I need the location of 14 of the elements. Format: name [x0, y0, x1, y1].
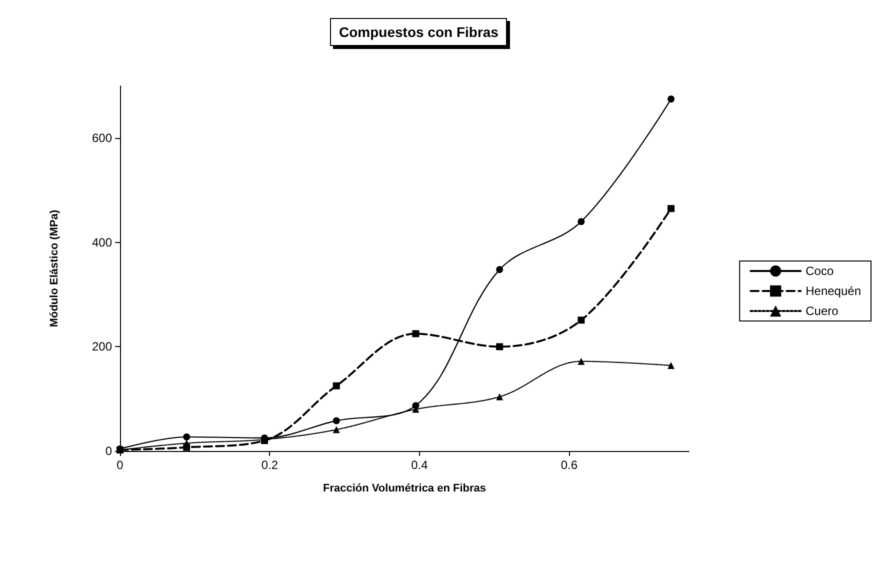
y-tick-label: 400 [92, 235, 112, 250]
y-axis-title: Módulo Elástico (MPa) [48, 210, 60, 328]
legend-label: Henequén [806, 284, 862, 298]
y-tick-label: 0 [105, 444, 112, 458]
x-tick-label: 0.2 [261, 458, 278, 472]
chart-title: Compuestos con Fibras [330, 18, 508, 46]
y-tick-label: 200 [92, 340, 112, 354]
y-tick-label: 600 [92, 131, 112, 146]
x-tick-label: 0.4 [411, 458, 428, 472]
legend-label: Cuero [806, 304, 839, 318]
legend-label: Coco [806, 264, 834, 278]
x-tick-label: 0 [116, 458, 124, 472]
x-axis-title: Fracción Volumétrica en Fibras [322, 482, 486, 494]
x-tick-label: 0.6 [560, 458, 578, 472]
